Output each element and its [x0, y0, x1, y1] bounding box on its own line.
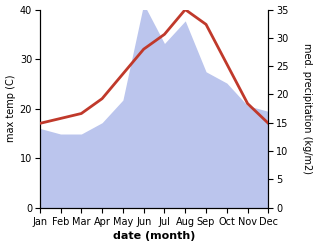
Y-axis label: max temp (C): max temp (C)	[5, 75, 16, 142]
X-axis label: date (month): date (month)	[113, 231, 195, 242]
Y-axis label: med. precipitation (kg/m2): med. precipitation (kg/m2)	[302, 43, 313, 174]
